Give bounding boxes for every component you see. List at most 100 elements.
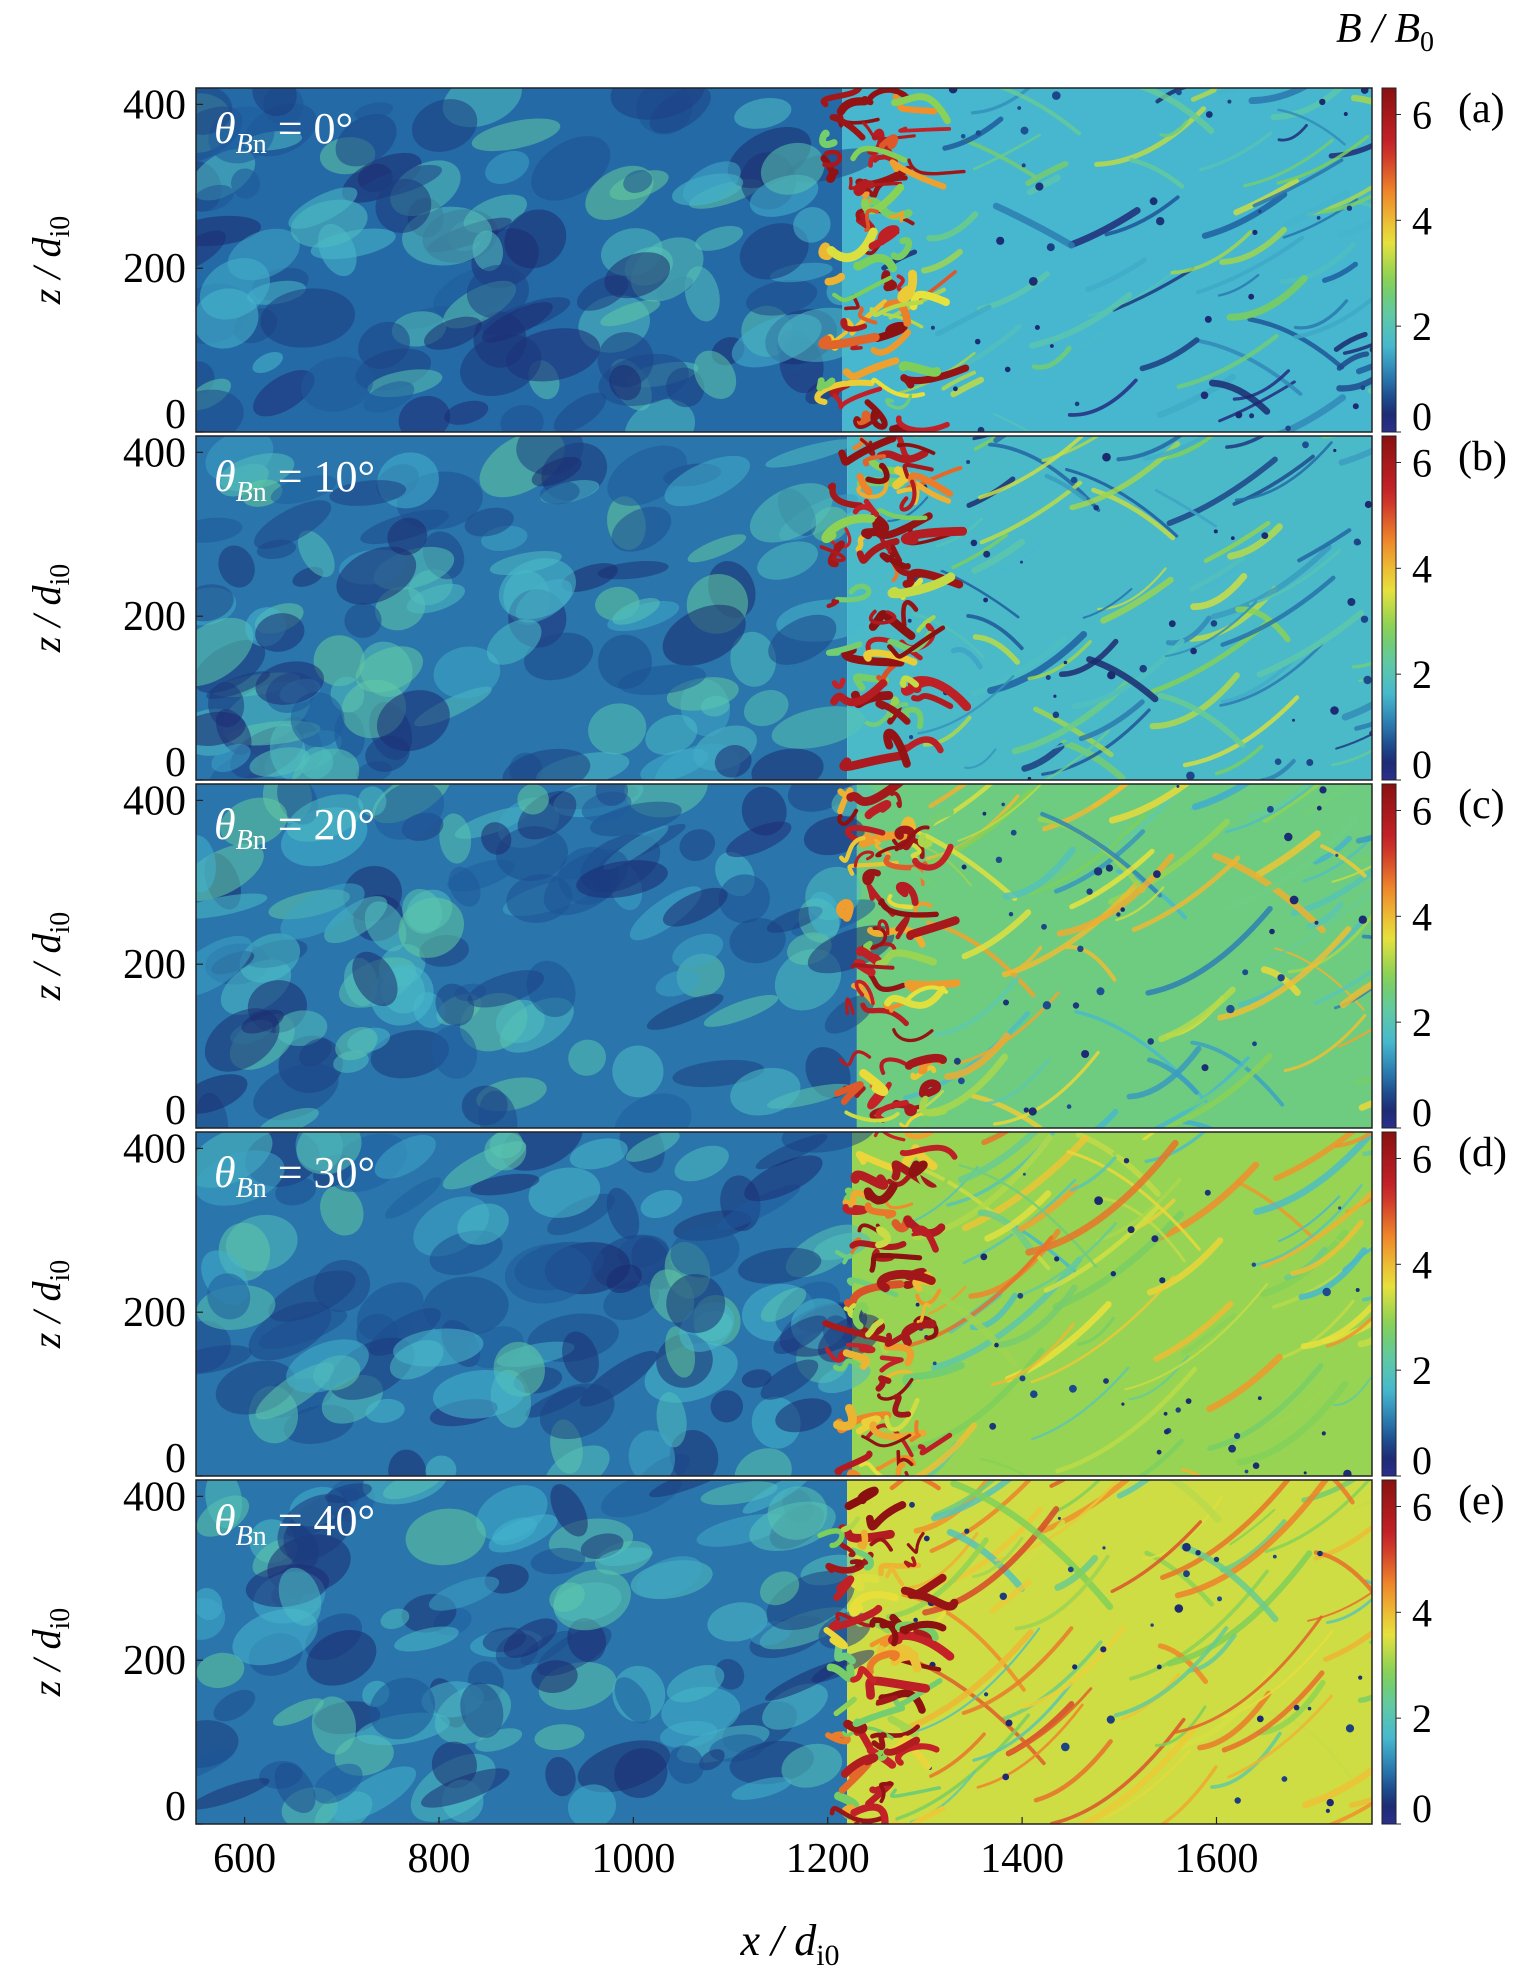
panel-frame [195, 87, 1373, 433]
upstream-blob [670, 1225, 740, 1278]
upstream-blob [219, 797, 288, 847]
y-tick-label: 0 [165, 392, 186, 438]
downstream-filament [1323, 1629, 1372, 1662]
upstream-blob [623, 170, 653, 193]
panel-e: θBn = 40° 0 200 400 z / di0 0 2 4 6 (e) [24, 1474, 1505, 1831]
downstream-void [1163, 1411, 1168, 1416]
upstream-blob [624, 399, 696, 432]
downstream-filament [1214, 744, 1264, 776]
shock-filament [853, 413, 882, 429]
downstream-void [948, 88, 958, 94]
upstream-blob [306, 1629, 377, 1686]
downstream-void [1008, 912, 1014, 917]
downstream-filament [1298, 1247, 1368, 1300]
upstream-blob [718, 874, 770, 924]
downstream-filament [957, 784, 1043, 842]
downstream-filament [1031, 345, 1072, 370]
upstream-blob [382, 1480, 443, 1500]
downstream-void [983, 550, 991, 558]
downstream-region [847, 1480, 1372, 1824]
downstream-filament [961, 909, 1032, 960]
downstream-filament [1243, 138, 1334, 188]
downstream-filament [1035, 703, 1113, 751]
shock-filament [861, 1433, 912, 1448]
downstream-filament [1121, 40, 1195, 79]
upstream-blob [755, 1134, 828, 1170]
downstream-void [1338, 1206, 1342, 1210]
shock-filament [863, 1182, 898, 1205]
shock-filament [853, 253, 898, 273]
x-tick-label: 800 [407, 1836, 470, 1882]
downstream-void [1314, 920, 1319, 925]
downstream-void [1284, 832, 1293, 842]
upstream-blob [354, 102, 394, 121]
shock-filament [877, 919, 890, 936]
shock-filament [917, 833, 933, 848]
downstream-filament [1166, 456, 1278, 527]
shock-filament [843, 1187, 855, 1203]
downstream-void [1183, 1570, 1190, 1578]
downstream-void [1248, 293, 1255, 300]
downstream-filament [1165, 1053, 1273, 1128]
downstream-filament [1362, 1150, 1372, 1157]
upstream-blob [380, 1608, 410, 1630]
upstream-blob [760, 142, 825, 195]
y-tick-label: 400 [123, 778, 186, 824]
shock-filament [889, 159, 947, 190]
shock-filament [843, 1719, 868, 1734]
upstream-blob [352, 951, 398, 1007]
theta-label: θBn = 30° [214, 1148, 375, 1204]
shock-filament [883, 1736, 921, 1756]
downstream-void [1067, 1566, 1074, 1573]
downstream-void [1156, 217, 1165, 226]
upstream-blob [703, 994, 779, 1027]
downstream-filament [1199, 131, 1273, 172]
shock-filament [827, 482, 864, 509]
downstream-filament [971, 636, 1067, 696]
downstream-filament [1224, 816, 1360, 912]
downstream-void [1213, 529, 1218, 534]
downstream-filament [1229, 1508, 1276, 1546]
shock-filament [885, 394, 913, 410]
downstream-void [974, 338, 981, 345]
shock-filament [832, 1358, 862, 1372]
downstream-filament [1277, 108, 1346, 146]
downstream-void [1360, 615, 1369, 623]
downstream-filament [1301, 784, 1357, 817]
upstream-blob [760, 1359, 819, 1400]
shock-filament [890, 1735, 932, 1770]
downstream-void [1358, 1675, 1363, 1680]
downstream-filament [1280, 241, 1357, 285]
upstream-blob [364, 901, 407, 952]
downstream-void [1355, 1288, 1360, 1292]
downstream-filament [1155, 88, 1188, 104]
downstream-filament [1227, 523, 1283, 560]
upstream-blob [444, 400, 489, 425]
downstream-filament [976, 1703, 1084, 1789]
upstream-blob [457, 1203, 509, 1245]
downstream-filament [946, 1132, 1057, 1207]
shock-filament [903, 1215, 946, 1238]
downstream-void [1074, 401, 1080, 407]
upstream-blob [531, 136, 611, 201]
shock-filament [895, 915, 910, 940]
downstream-filament [912, 1422, 978, 1476]
downstream-void [1150, 1623, 1154, 1627]
upstream-blob [534, 1724, 585, 1751]
upstream-blob [662, 604, 746, 666]
downstream-filament [1145, 905, 1273, 996]
downstream-filament [1086, 656, 1159, 703]
theta-value: = 20° [267, 800, 375, 849]
shock-filament [846, 784, 905, 807]
shock-filament [844, 294, 860, 311]
downstream-void [1123, 1158, 1130, 1164]
downstream-void [1267, 805, 1274, 813]
colorbar-tick-label: 4 [1412, 894, 1432, 939]
downstream-void [1159, 1277, 1166, 1284]
downstream-filament [1020, 1625, 1126, 1709]
upstream-blob [405, 1508, 486, 1566]
downstream-filament [887, 496, 929, 523]
shock-filament [879, 1355, 904, 1373]
downstream-filament [962, 138, 1037, 179]
shock-filament [859, 1069, 889, 1096]
